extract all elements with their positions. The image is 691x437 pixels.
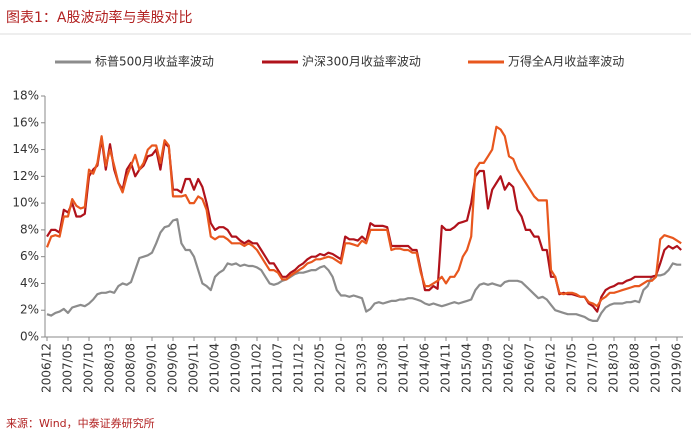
x-tick-label: 2014/01 [397,343,411,393]
x-tick-label: 2012/05 [313,343,327,393]
y-tick-label: 16% [12,115,39,129]
x-tick-label: 2009/06 [166,343,180,393]
x-tick-label: 2007/10 [82,343,96,393]
x-tick-label: 2012/10 [334,343,348,393]
x-tick-label: 2017/10 [586,343,600,393]
x-tick-label: 2019/06 [670,343,684,393]
x-tick-label: 2009/01 [145,343,159,393]
x-tick-label: 2016/02 [502,343,516,393]
x-tick-label: 2013/08 [376,343,390,393]
y-tick-label: 10% [12,196,39,210]
y-tick-label: 0% [20,330,39,344]
x-tick-label: 2015/09 [481,343,495,393]
x-tick-label: 2008/08 [124,343,138,393]
x-tick-label: 2016/12 [544,343,558,393]
series-line [46,218,682,322]
x-tick-label: 2018/03 [607,343,621,393]
x-tick-label: 2006/12 [40,343,54,393]
x-tick-label: 2010/09 [229,343,243,393]
x-tick-label: 2010/04 [208,343,222,393]
x-tick-label: 2011/07 [271,343,285,393]
y-tick-label: 2% [20,303,39,317]
source: 来源：Wind，中泰证券研究所 [6,416,155,430]
x-tick-label: 2017/05 [565,343,579,393]
legend-label: 沪深300月收益率波动 [302,54,421,69]
x-tick-label: 2014/06 [418,343,432,393]
legend-label: 万得全A月收益率波动 [508,54,624,69]
x-tick-label: 2011/12 [292,343,306,393]
y-tick-label: 4% [20,276,39,290]
x-tick-label: 2018/08 [628,343,642,393]
y-tick-label: 18% [12,89,39,103]
x-tick-label: 2014/11 [439,343,453,393]
y-tick-label: 14% [12,142,39,156]
x-tick-label: 2015/04 [460,343,474,393]
x-tick-label: 2008/03 [103,343,117,393]
series-line [46,137,682,313]
y-tick-label: 8% [20,222,39,236]
legend-label: 标普500月收益率波动 [95,54,214,69]
x-tick-label: 2009/11 [187,343,201,393]
x-tick-label: 2013/03 [355,343,369,393]
x-tick-label: 2011/02 [250,343,264,393]
chart-title: 图表1：A股波动率与美股对比 [6,9,192,26]
y-tick-label: 6% [20,249,39,263]
y-tick-label: 12% [12,169,39,183]
x-tick-label: 2016/07 [523,343,537,393]
series-line [45,125,682,308]
x-tick-label: 2019/01 [649,343,663,393]
x-tick-label: 2007/05 [61,343,75,393]
